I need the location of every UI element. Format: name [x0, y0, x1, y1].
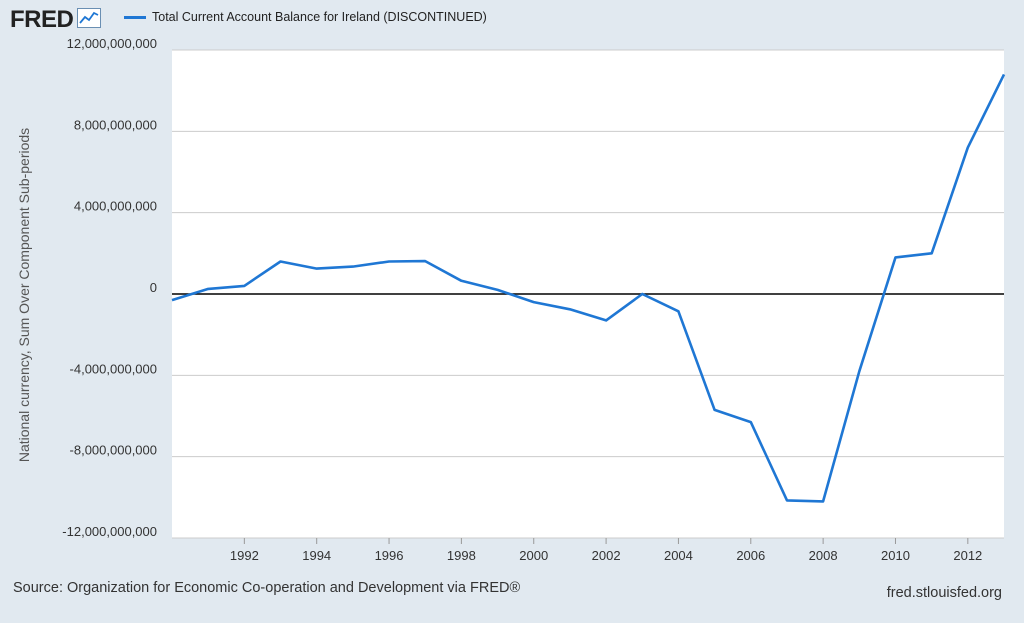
y-tick-label: 4,000,000,000	[74, 199, 157, 214]
data-point[interactable]	[422, 258, 428, 264]
fred-header: FRED	[10, 6, 102, 34]
y-tick-label: -12,000,000,000	[62, 524, 157, 539]
data-point[interactable]	[965, 145, 971, 151]
y-tick-label: 12,000,000,000	[67, 36, 157, 51]
data-point[interactable]	[784, 497, 790, 503]
fred-url-link[interactable]: fred.stlouisfed.org	[886, 585, 1002, 601]
y-axis-tick-labels: -12,000,000,000 -8,000,000,000 -4,000,000,…	[62, 36, 157, 539]
x-tick-label: 1996	[375, 548, 404, 563]
data-point[interactable]	[241, 283, 247, 289]
fred-logo[interactable]: FRED	[10, 6, 74, 33]
x-tick-label: 2012	[953, 548, 982, 563]
y-tick-label: -8,000,000,000	[70, 443, 157, 458]
data-point[interactable]	[386, 258, 392, 264]
chart-legend: Total Current Account Balance for Irelan…	[124, 10, 487, 24]
y-tick-label: -4,000,000,000	[70, 361, 157, 376]
data-point[interactable]	[820, 498, 826, 504]
data-point[interactable]	[639, 291, 645, 297]
y-tick-label: 0	[150, 280, 157, 295]
data-point[interactable]	[314, 266, 320, 272]
y-axis-label: National currency, Sum Over Component Su…	[16, 128, 32, 462]
data-point[interactable]	[603, 317, 609, 323]
x-tick-label: 1992	[230, 548, 259, 563]
data-point[interactable]	[1001, 71, 1007, 77]
trend-line-icon	[77, 7, 102, 33]
data-point[interactable]	[350, 264, 356, 270]
data-point[interactable]	[458, 278, 464, 284]
x-tick-label: 2002	[592, 548, 621, 563]
legend-swatch	[124, 15, 146, 19]
legend-label: Total Current Account Balance for Irelan…	[152, 10, 487, 24]
x-axis-tick-labels: 1992 1994 1996 1998 2000 2002 2004 2006 2008 2010…	[230, 538, 982, 563]
x-tick-label: 2006	[736, 548, 765, 563]
x-tick-label: 2010	[881, 548, 910, 563]
data-point[interactable]	[892, 254, 898, 260]
data-point[interactable]	[856, 368, 862, 374]
data-point[interactable]	[712, 407, 718, 413]
data-point[interactable]	[675, 308, 681, 314]
x-tick-label: 2000	[519, 548, 548, 563]
x-tick-label: 2008	[809, 548, 838, 563]
data-point[interactable]	[278, 258, 284, 264]
y-tick-label: 8,000,000,000	[74, 117, 157, 132]
series-group	[169, 71, 1007, 504]
data-point[interactable]	[929, 250, 935, 256]
x-tick-label: 1998	[447, 548, 476, 563]
data-point[interactable]	[748, 419, 754, 425]
source-note: Source: Organization for Economic Co-ope…	[13, 580, 521, 596]
data-point[interactable]	[205, 286, 211, 292]
x-tick-label: 1994	[302, 548, 331, 563]
data-point[interactable]	[567, 306, 573, 312]
grid-lines	[172, 49, 1004, 539]
data-point[interactable]	[495, 287, 501, 293]
series-line[interactable]	[171, 73, 1006, 503]
x-tick-label: 2004	[664, 548, 693, 563]
data-point[interactable]	[169, 297, 175, 303]
data-point[interactable]	[531, 299, 537, 305]
